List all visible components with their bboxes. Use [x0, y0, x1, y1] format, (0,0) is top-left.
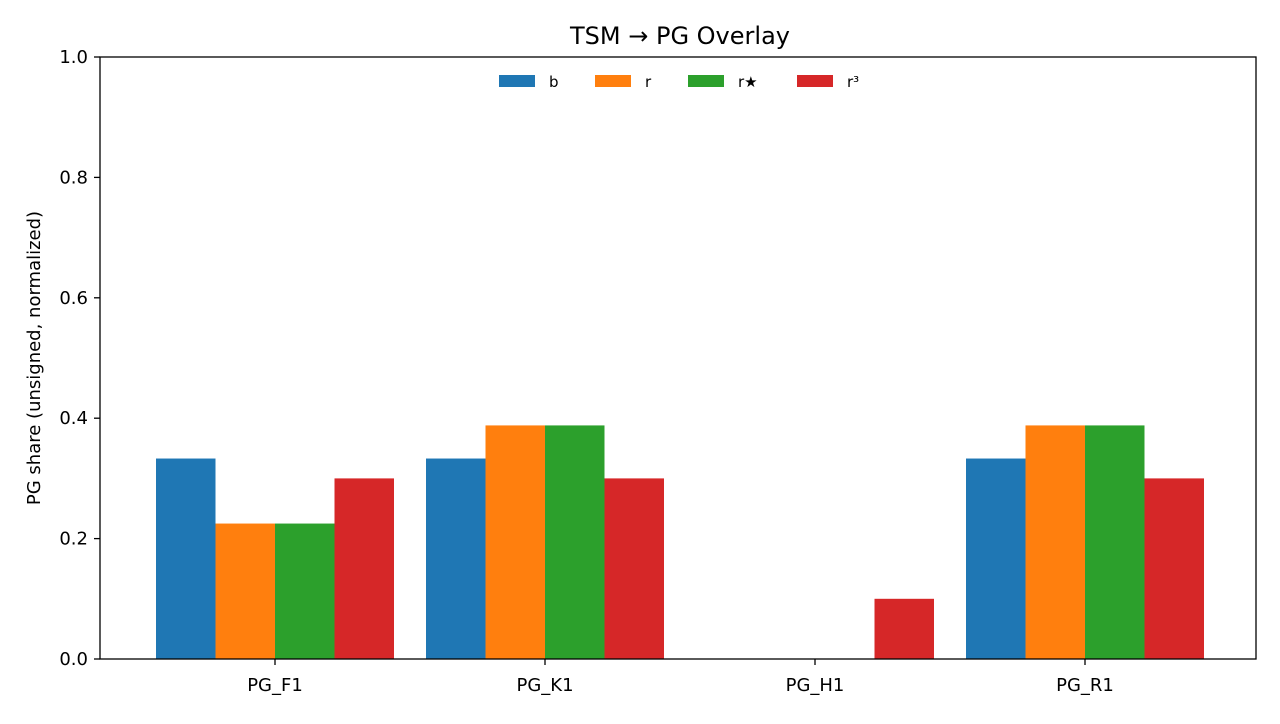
bar-PG_F1-r★ — [275, 523, 335, 659]
y-tick-label: 0.2 — [59, 529, 88, 550]
bar-PG_H1-r³ — [874, 598, 934, 659]
legend: b r r★ r³ — [499, 73, 859, 91]
legend-swatch — [688, 75, 724, 87]
plot-frame — [99, 56, 1257, 660]
y-tick-label: 0.0 — [59, 649, 88, 670]
bar-PG_K1-r³ — [604, 478, 664, 659]
x-tick-label: PG_K1 — [516, 675, 573, 696]
bars-layer — [156, 425, 1204, 659]
y-tick-label: 0.4 — [59, 408, 88, 429]
axes-layer: 0.0 0.2 0.4 0.6 0.8 1.0 PG_F1 PG_K1 PG_H1 PG_R1 — [59, 47, 1257, 696]
x-tick-label: PG_R1 — [1056, 675, 1114, 696]
bar-PG_K1-r★ — [545, 425, 605, 659]
legend-item-0: b — [499, 73, 559, 91]
legend-label: r³ — [847, 73, 859, 91]
legend-swatch — [499, 75, 535, 87]
bar-PG_R1-r — [1025, 425, 1085, 659]
bar-PG_F1-r³ — [334, 478, 394, 659]
x-tick-label: PG_H1 — [786, 675, 845, 696]
y-tick-label: 1.0 — [59, 47, 88, 68]
legend-swatch — [595, 75, 631, 87]
chart-title: TSM → PG Overlay — [569, 22, 790, 50]
bar-PG_R1-r³ — [1144, 478, 1204, 659]
bar-PG_F1-b — [156, 458, 216, 659]
legend-label: r — [645, 73, 652, 91]
bar-PG_R1-r★ — [1085, 425, 1145, 659]
bar-PG_K1-b — [426, 458, 486, 659]
legend-item-3: r³ — [797, 73, 859, 91]
legend-label: b — [549, 73, 559, 91]
y-tick-label: 0.6 — [59, 288, 88, 309]
y-tick-label: 0.8 — [59, 167, 88, 188]
legend-item-2: r★ — [688, 73, 758, 91]
x-tick-label: PG_F1 — [247, 675, 303, 696]
legend-swatch — [797, 75, 833, 87]
y-axis-label: PG share (unsigned, normalized) — [24, 211, 45, 505]
bar-PG_R1-b — [966, 458, 1026, 659]
legend-item-1: r — [595, 73, 652, 91]
bar-PG_F1-r — [215, 523, 275, 659]
legend-label: r★ — [738, 73, 758, 91]
bar-PG_K1-r — [485, 425, 545, 659]
